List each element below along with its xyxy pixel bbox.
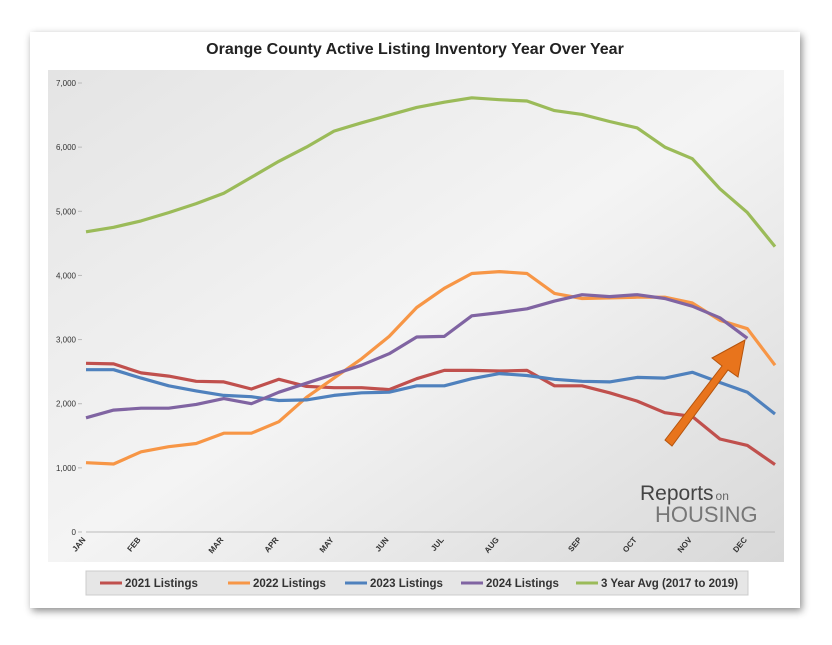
- series-line: [85, 361, 776, 466]
- y-tick-label: 0: [72, 528, 77, 537]
- chart-title: Orange County Active Listing Inventory Y…: [206, 41, 624, 58]
- legend-label: 2023 Listings: [370, 578, 443, 590]
- logo-text: Reports on: [640, 482, 729, 505]
- y-tick-label: 5,000: [56, 207, 77, 216]
- y-tick-label: 7,000: [56, 79, 77, 88]
- plot-background: [48, 70, 784, 562]
- logo-small: on: [716, 489, 729, 503]
- logo: Reports on HOUSING: [640, 482, 758, 527]
- legend-label: 2022 Listings: [253, 578, 326, 590]
- logo-bottom: HOUSING: [655, 502, 758, 527]
- y-tick-label: 6,000: [56, 143, 77, 152]
- legend-label: 3 Year Avg (2017 to 2019): [601, 578, 738, 590]
- series-line: [85, 293, 749, 420]
- y-tick-label: 2,000: [56, 400, 77, 409]
- series-line: [85, 96, 777, 248]
- legend-label: 2021 Listings: [125, 578, 198, 590]
- annotation-arrow: [664, 339, 746, 447]
- y-tick-label: 4,000: [56, 271, 77, 280]
- y-tick-label: 3,000: [56, 336, 77, 345]
- logo-top: Reports: [640, 482, 714, 505]
- series-line: [86, 368, 776, 416]
- y-tick-label: 1,000: [56, 464, 77, 473]
- legend-box: [85, 570, 749, 596]
- legend-label: 2024 Listings: [486, 578, 559, 590]
